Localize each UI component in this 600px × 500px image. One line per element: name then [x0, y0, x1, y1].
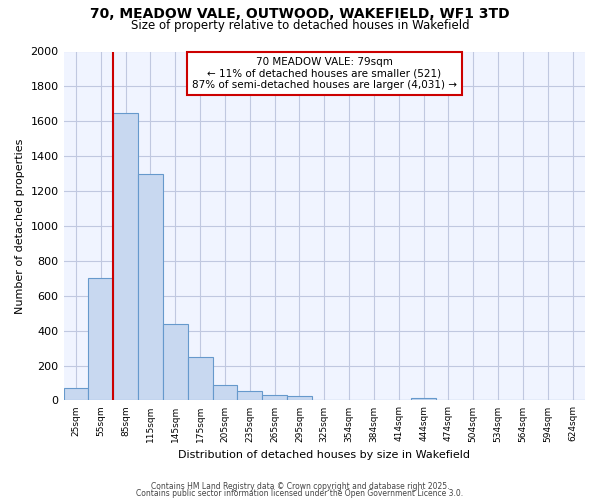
Bar: [64, 388, 88, 400]
Bar: [262, 395, 287, 400]
Bar: [113, 112, 138, 401]
Bar: [238, 391, 262, 400]
Text: Contains public sector information licensed under the Open Government Licence 3.: Contains public sector information licen…: [136, 489, 464, 498]
Bar: [287, 396, 312, 400]
Text: Size of property relative to detached houses in Wakefield: Size of property relative to detached ho…: [131, 19, 469, 32]
Bar: [163, 324, 188, 400]
X-axis label: Distribution of detached houses by size in Wakefield: Distribution of detached houses by size …: [178, 450, 470, 460]
Bar: [411, 398, 436, 400]
Text: 70, MEADOW VALE, OUTWOOD, WAKEFIELD, WF1 3TD: 70, MEADOW VALE, OUTWOOD, WAKEFIELD, WF1…: [90, 8, 510, 22]
Text: 70 MEADOW VALE: 79sqm
← 11% of detached houses are smaller (521)
87% of semi-det: 70 MEADOW VALE: 79sqm ← 11% of detached …: [192, 56, 457, 90]
Y-axis label: Number of detached properties: Number of detached properties: [15, 138, 25, 314]
Bar: [188, 357, 212, 401]
Bar: [212, 384, 238, 400]
Bar: [88, 278, 113, 400]
Text: Contains HM Land Registry data © Crown copyright and database right 2025.: Contains HM Land Registry data © Crown c…: [151, 482, 449, 491]
Bar: [138, 174, 163, 400]
